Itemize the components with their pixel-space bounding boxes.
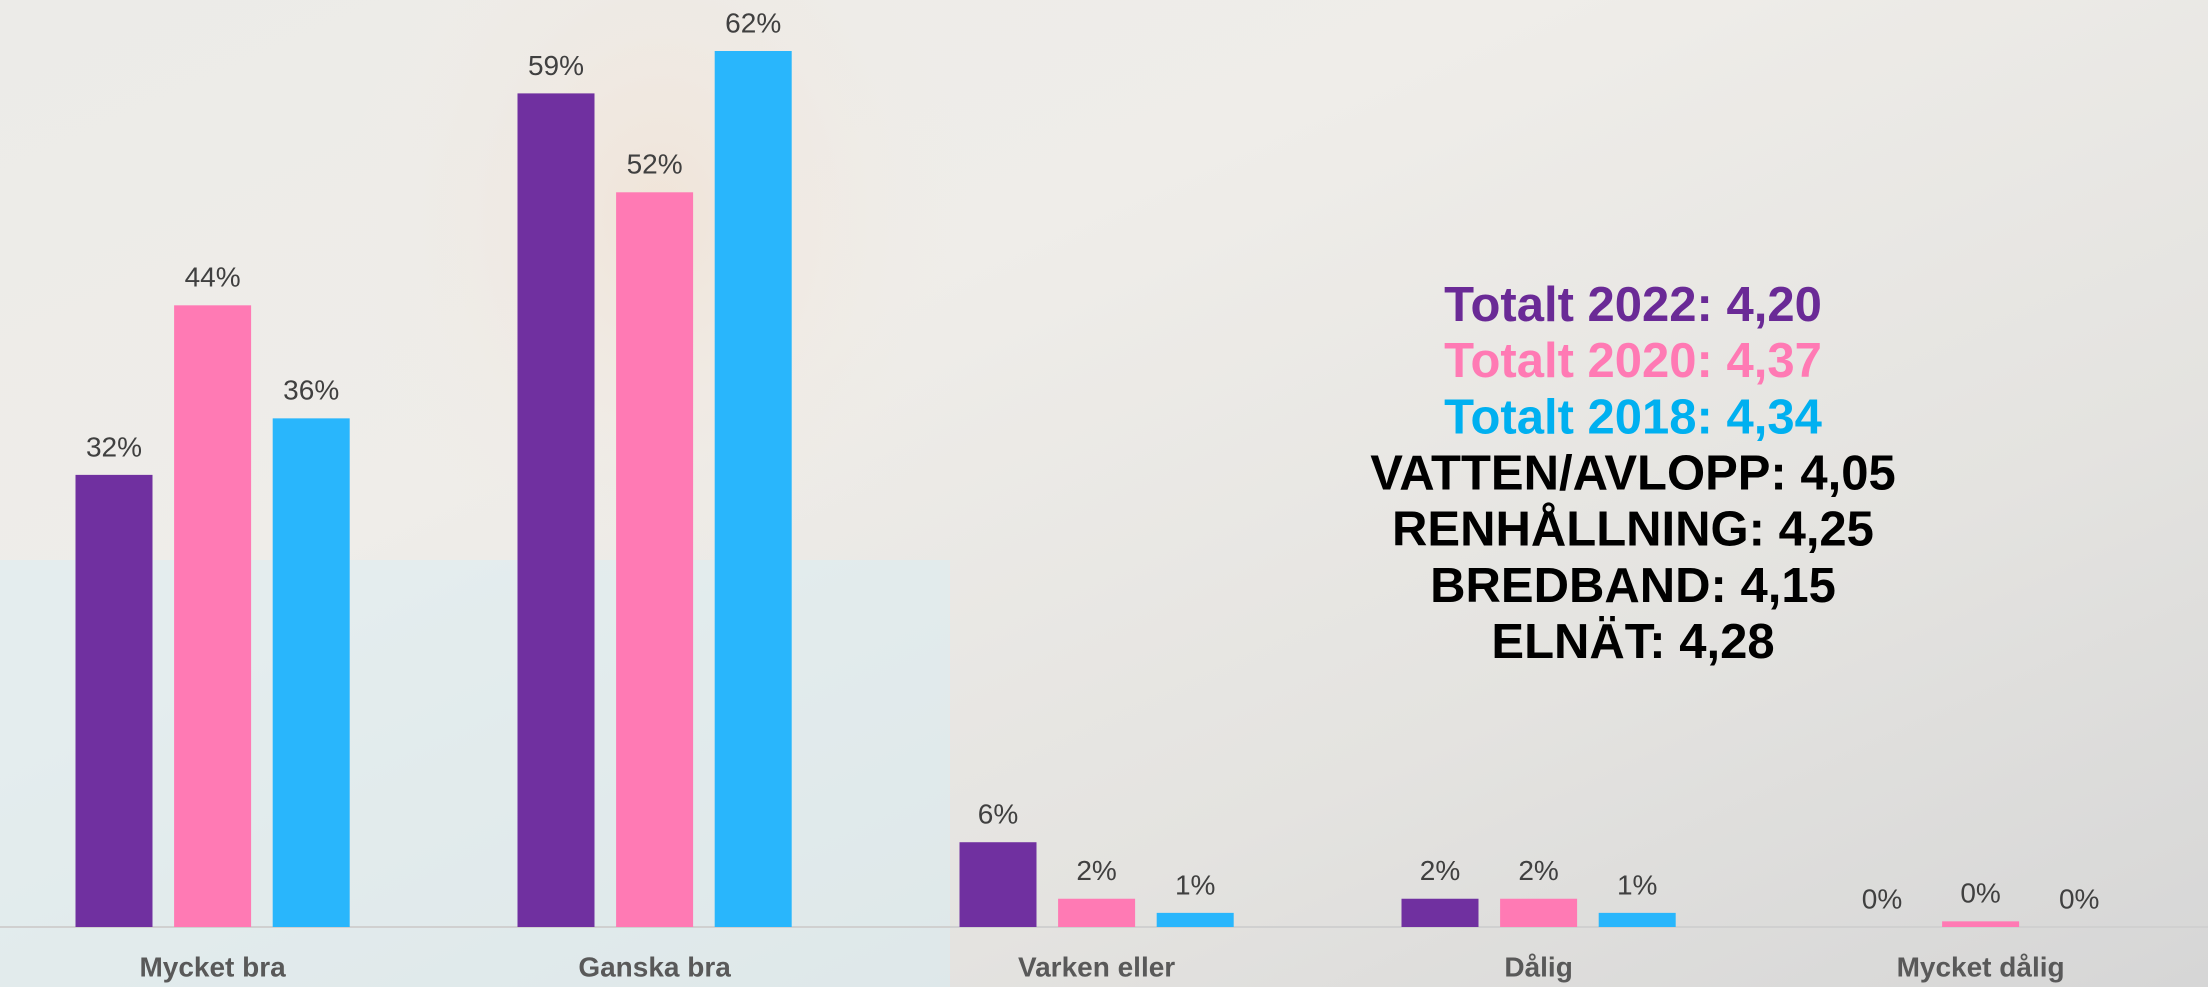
bar: [1058, 899, 1135, 927]
data-label: 1%: [1617, 869, 1657, 900]
bar: [174, 305, 251, 927]
annotation: VATTEN/AVLOPP: 4,05: [1370, 447, 1895, 501]
x-tick-label: Ganska bra: [578, 951, 731, 982]
bar: [715, 51, 792, 927]
data-label: 2%: [1518, 855, 1558, 886]
annotation: Totalt 2018: 4,34: [1444, 390, 1822, 444]
data-label: 0%: [1862, 883, 1902, 914]
data-label: 2%: [1420, 855, 1460, 886]
bar: [1157, 913, 1234, 927]
bar: [1599, 913, 1676, 927]
bar: [76, 475, 153, 927]
x-tick-label: Varken eller: [1018, 951, 1175, 982]
bar: [518, 93, 595, 927]
bar: [616, 192, 693, 927]
data-label: 59%: [528, 50, 584, 81]
x-tick-label: Dålig: [1504, 951, 1572, 982]
data-label: 62%: [725, 7, 781, 38]
annotation: Totalt 2022: 4,20: [1444, 278, 1822, 332]
data-label: 0%: [1960, 878, 2000, 909]
data-label: 52%: [627, 149, 683, 180]
data-label: 36%: [283, 375, 339, 406]
bar: [1500, 899, 1577, 927]
bar: [960, 842, 1037, 927]
x-tick-label: Mycket bra: [139, 951, 286, 982]
annotation: ELNÄT: 4,28: [1491, 615, 1774, 669]
bar: [1402, 899, 1479, 927]
data-label: 6%: [978, 799, 1018, 830]
page: {"chart_data": { "type": "bar", "categor…: [0, 0, 2208, 987]
data-label: 32%: [86, 431, 142, 462]
data-label: 44%: [185, 262, 241, 293]
annotation: Totalt 2020: 4,37: [1444, 334, 1822, 388]
bar: [1942, 921, 2019, 927]
annotation: RENHÅLLNING: 4,25: [1392, 503, 1874, 557]
data-label: 1%: [1175, 869, 1215, 900]
bar: [273, 418, 350, 927]
data-label: 0%: [2059, 883, 2099, 914]
annotation: BREDBAND: 4,15: [1430, 559, 1836, 613]
data-label: 2%: [1076, 855, 1116, 886]
chart: Mycket bra 32% 44% 36% Ganska bra 59% 52% 62% Va…: [0, 0, 2208, 987]
x-tick-label: Mycket dålig: [1897, 951, 2065, 982]
